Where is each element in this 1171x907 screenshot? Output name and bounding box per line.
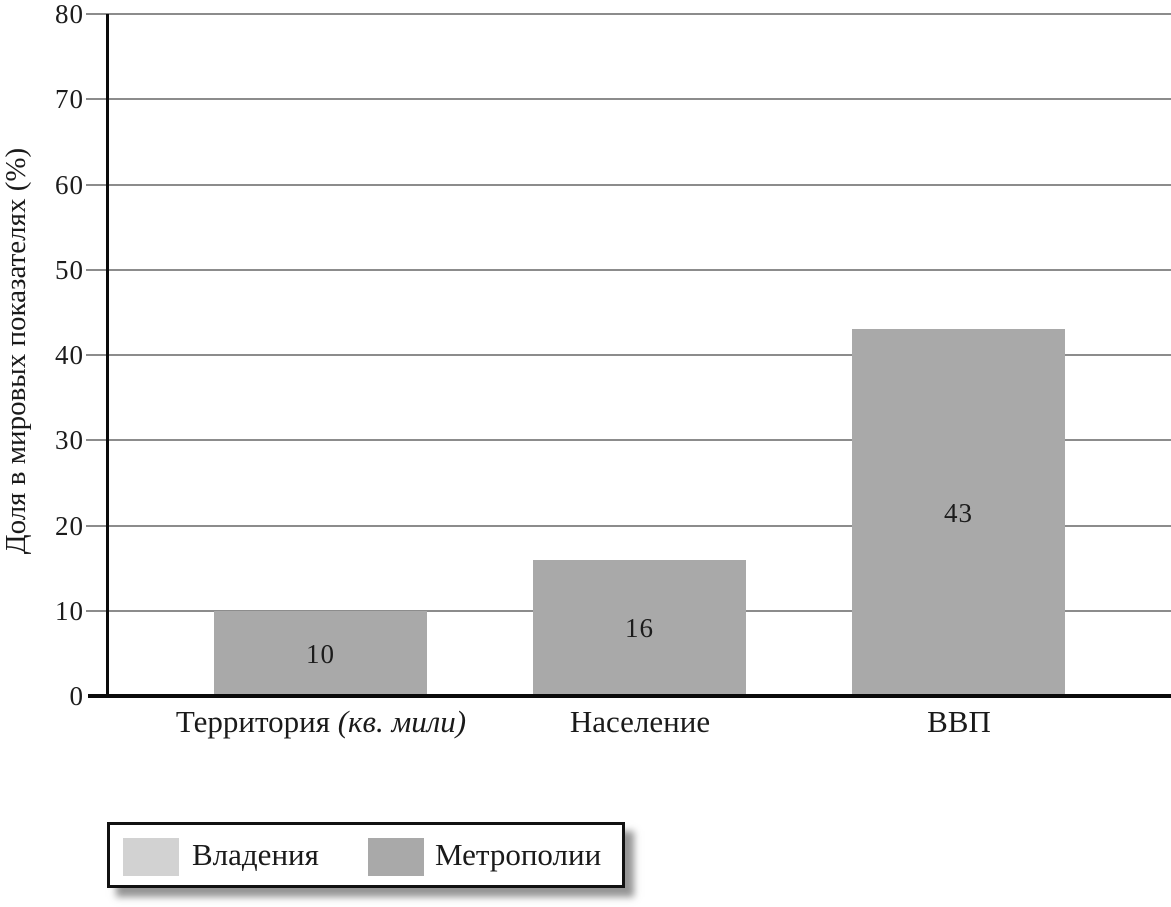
x-category-label-0: Территория (кв. мили): [111, 702, 531, 742]
gridline-50: [86, 269, 1171, 271]
legend-swatch-metropolii: [368, 838, 424, 876]
bar-series1-cat2: [852, 329, 1065, 696]
bar-value-label-cat1: 16: [625, 613, 654, 643]
gridline-20: [86, 525, 1171, 527]
x-category-label-text: ВВП: [927, 704, 991, 739]
y-axis-line: [106, 14, 109, 696]
y-tick-label-50: 50: [55, 255, 84, 285]
y-tick-label-10: 10: [55, 596, 84, 626]
legend-label-metropolii: Метрополии: [435, 837, 602, 872]
y-tick-label-80: 80: [55, 0, 84, 29]
gridline-80: [86, 13, 1171, 15]
gridline-60: [86, 184, 1171, 186]
y-tick-label-60: 60: [55, 170, 84, 200]
x-category-label-italic-text: (кв. мили): [337, 704, 467, 739]
y-tick-label-0: 0: [69, 681, 84, 711]
bar-series1-cat1: [533, 560, 746, 696]
legend-label-vladeniya: Владения: [192, 837, 319, 872]
y-tick-label-20: 20: [55, 511, 84, 541]
gridline-40: [86, 354, 1171, 356]
x-category-label-1: Население: [430, 702, 850, 742]
x-category-label-2: ВВП: [749, 702, 1169, 742]
x-axis-line: [88, 694, 1171, 698]
y-tick-label-40: 40: [55, 340, 84, 370]
legend-box: Владения Метрополии: [107, 822, 625, 888]
bar-value-label-cat0: 10: [306, 639, 335, 669]
bar-value-label-cat2: 43: [944, 498, 973, 528]
y-tick-label-30: 30: [55, 425, 84, 455]
gridline-70: [86, 98, 1171, 100]
x-category-label-text: Население: [569, 704, 711, 739]
y-tick-label-70: 70: [55, 84, 84, 114]
gridline-30: [86, 439, 1171, 441]
bar-series1-cat0: [214, 611, 427, 696]
legend-swatch-vladeniya: [123, 838, 179, 876]
x-category-label-text: Территория: [175, 704, 338, 739]
